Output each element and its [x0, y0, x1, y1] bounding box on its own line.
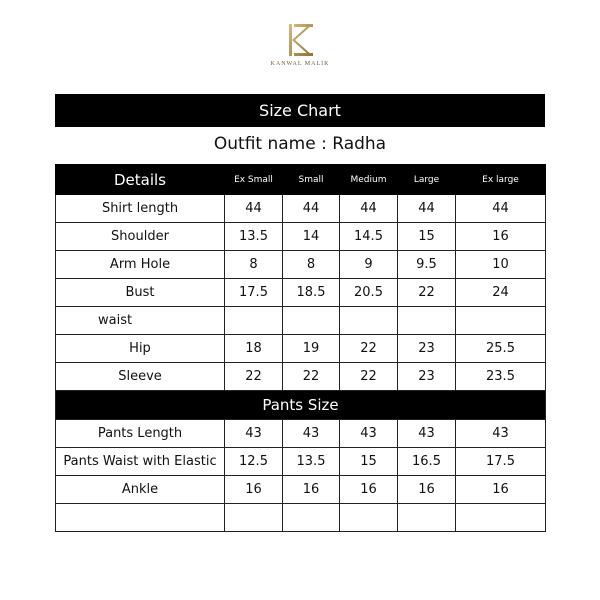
- row-label: Shirt length: [55, 194, 225, 223]
- size-value: [282, 503, 340, 532]
- size-value: 23.5: [455, 362, 546, 391]
- size-value: 16: [455, 222, 546, 251]
- column-header: Medium: [339, 164, 398, 195]
- size-value: 13.5: [224, 222, 283, 251]
- size-value: 18.5: [282, 278, 340, 307]
- table-row: Arm Hole 8 8 9 9.5 10: [55, 250, 546, 279]
- row-label: waist: [55, 306, 225, 335]
- size-value: 22: [224, 362, 283, 391]
- table-row: Shirt length 44 44 44 44 44: [55, 194, 546, 223]
- row-label: Bust: [55, 278, 225, 307]
- size-value: [455, 503, 546, 532]
- size-value: 43: [339, 419, 398, 448]
- size-value: 25.5: [455, 334, 546, 363]
- k-monogram-icon: [289, 24, 313, 56]
- size-value: 16: [282, 475, 340, 504]
- row-label: Pants Length: [55, 419, 225, 448]
- size-value: 8: [282, 250, 340, 279]
- size-value: 17.5: [224, 278, 283, 307]
- row-label: Shoulder: [55, 222, 225, 251]
- size-value: [224, 503, 283, 532]
- size-value: 12.5: [224, 447, 283, 476]
- pants-section-row: Pants Size: [55, 390, 546, 420]
- size-value: 44: [455, 194, 546, 223]
- size-value: 43: [455, 419, 546, 448]
- size-value: 16.5: [397, 447, 456, 476]
- header-row: Details Ex Small Small Medium Large Ex large: [55, 164, 546, 195]
- size-value: 43: [224, 419, 283, 448]
- size-value: [397, 503, 456, 532]
- size-value: 44: [397, 194, 456, 223]
- column-header: Large: [397, 164, 456, 195]
- column-header: Details: [55, 164, 225, 195]
- size-value: 8: [224, 250, 283, 279]
- table-row: Shoulder 13.5 14 14.5 15 16: [55, 222, 546, 251]
- size-value: 44: [224, 194, 283, 223]
- table-row: Hip 18 19 22 23 25.5: [55, 334, 546, 363]
- row-label: Pants Waist with Elastic: [55, 447, 225, 476]
- table-row: Bust 17.5 18.5 20.5 22 24: [55, 278, 546, 307]
- size-value: [397, 306, 456, 335]
- outfit-label: Outfit name :: [213, 134, 327, 154]
- size-value: 13.5: [282, 447, 340, 476]
- pants-size-title: Pants Size: [55, 390, 546, 420]
- size-value: [282, 306, 340, 335]
- column-header: Small: [282, 164, 340, 195]
- size-value: 16: [224, 475, 283, 504]
- table-row: Pants Waist with Elastic 12.5 13.5 15 16.5 17…: [55, 447, 546, 476]
- outfit-value: Radha: [332, 134, 387, 154]
- outfit-name: Outfit name : Radha: [0, 134, 600, 154]
- size-value: 14: [282, 222, 340, 251]
- row-label: Sleeve: [55, 362, 225, 391]
- size-value: 22: [339, 334, 398, 363]
- size-value: 23: [397, 362, 456, 391]
- size-value: 44: [282, 194, 340, 223]
- size-value: 23: [397, 334, 456, 363]
- size-value: 16: [339, 475, 398, 504]
- size-value: 18: [224, 334, 283, 363]
- size-value: [339, 503, 398, 532]
- row-label: [55, 503, 225, 532]
- table-row: Pants Length 43 43 43 43 43: [55, 419, 546, 448]
- size-value: 15: [397, 222, 456, 251]
- row-label: Arm Hole: [55, 250, 225, 279]
- size-value: 43: [282, 419, 340, 448]
- size-value: 22: [339, 362, 398, 391]
- size-value: 14.5: [339, 222, 398, 251]
- size-value: 19: [282, 334, 340, 363]
- table-row: waist: [55, 306, 546, 335]
- size-value: 16: [397, 475, 456, 504]
- brand-logo: KANWAL MALIK: [270, 22, 330, 67]
- table-row: Sleeve 22 22 22 23 23.5: [55, 362, 546, 391]
- size-value: 43: [397, 419, 456, 448]
- size-value: [339, 306, 398, 335]
- brand-name: KANWAL MALIK: [270, 61, 330, 67]
- size-value: 9.5: [397, 250, 456, 279]
- table-row: [55, 503, 546, 532]
- size-value: 10: [455, 250, 546, 279]
- table-row: Ankle 16 16 16 16 16: [55, 475, 546, 504]
- size-value: 44: [339, 194, 398, 223]
- column-header: Ex Small: [224, 164, 283, 195]
- size-value: 22: [397, 278, 456, 307]
- size-table: Details Ex Small Small Medium Large Ex large S…: [55, 164, 546, 532]
- size-value: 24: [455, 278, 546, 307]
- row-label: Ankle: [55, 475, 225, 504]
- size-value: 22: [282, 362, 340, 391]
- size-value: 9: [339, 250, 398, 279]
- size-value: [224, 306, 283, 335]
- size-value: [455, 306, 546, 335]
- size-value: 17.5: [455, 447, 546, 476]
- size-chart-title: Size Chart: [55, 94, 545, 127]
- row-label: Hip: [55, 334, 225, 363]
- column-header: Ex large: [455, 164, 546, 195]
- size-value: 20.5: [339, 278, 398, 307]
- size-value: 15: [339, 447, 398, 476]
- size-value: 16: [455, 475, 546, 504]
